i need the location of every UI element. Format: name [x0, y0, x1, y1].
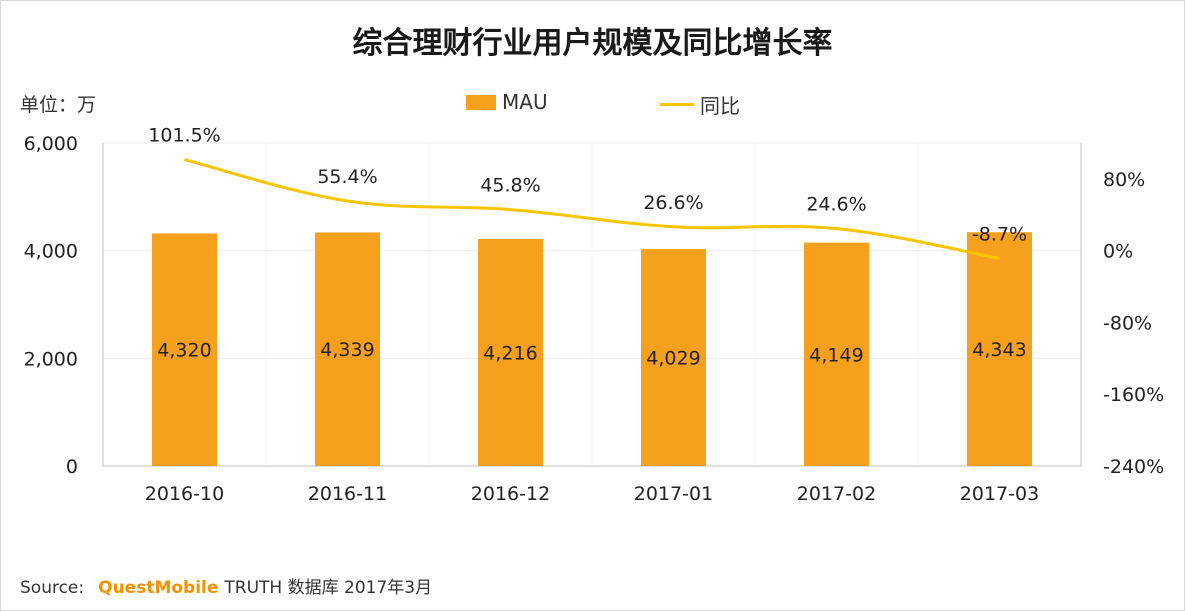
chart-title: 综合理财行业用户规模及同比增长率 — [352, 26, 833, 61]
legend-item-yoy: 同比 — [660, 90, 740, 119]
bar-value-label: 4,339 — [320, 339, 374, 361]
right-tick-label: -160% — [1103, 384, 1164, 406]
left-tick-label: 6,000 — [24, 133, 78, 155]
bar-value-label: 4,343 — [972, 339, 1026, 361]
x-tick-label: 2016-11 — [308, 483, 387, 505]
bar-mau — [641, 249, 706, 466]
line-value-label: -8.7% — [972, 223, 1027, 245]
line-value-label: 26.6% — [643, 192, 703, 214]
bar-mau — [804, 242, 869, 466]
bar-mau — [478, 239, 543, 466]
left-tick-label: 0 — [66, 456, 78, 478]
bar-mau — [152, 233, 217, 466]
legend-mau-label: MAU — [502, 90, 548, 114]
right-tick-label: -240% — [1103, 456, 1164, 478]
line-value-label: 101.5% — [148, 125, 220, 147]
bar-value-label: 4,320 — [157, 340, 211, 362]
legend-yoy-swatch — [660, 103, 694, 106]
right-tick-label: -80% — [1103, 312, 1152, 334]
x-tick-label: 2016-10 — [145, 483, 224, 505]
source-text: TRUTH 数据库 2017年3月 — [224, 578, 433, 598]
right-tick-label: 80% — [1103, 169, 1145, 191]
bar-mau — [967, 232, 1032, 466]
bar-value-label: 4,216 — [483, 343, 537, 365]
bar-value-label: 4,149 — [809, 344, 863, 366]
bar-mau — [315, 232, 380, 466]
left-tick-label: 4,000 — [24, 241, 78, 263]
right-tick-label: 0% — [1103, 241, 1133, 263]
source-brand: QuestMobile — [98, 578, 219, 598]
unit-label: 单位：万 — [20, 94, 97, 116]
line-value-label: 55.4% — [317, 166, 377, 188]
left-tick-label: 2,000 — [24, 348, 78, 370]
line-value-label: 24.6% — [806, 194, 866, 216]
source-label: Source: — [20, 578, 85, 598]
x-tick-label: 2017-02 — [797, 483, 876, 505]
x-tick-label: 2016-12 — [471, 483, 550, 505]
x-tick-label: 2017-03 — [960, 483, 1039, 505]
line-yoy — [184, 158, 1000, 260]
bar-value-label: 4,029 — [646, 348, 700, 370]
x-tick-label: 2017-01 — [634, 483, 713, 505]
legend-mau-swatch — [466, 94, 496, 110]
legend-item-mau: MAU — [466, 90, 548, 114]
line-value-label: 45.8% — [480, 175, 540, 197]
source-line: Source: QuestMobile TRUTH 数据库 2017年3月 — [20, 573, 432, 598]
legend-yoy-label: 同比 — [700, 94, 740, 118]
